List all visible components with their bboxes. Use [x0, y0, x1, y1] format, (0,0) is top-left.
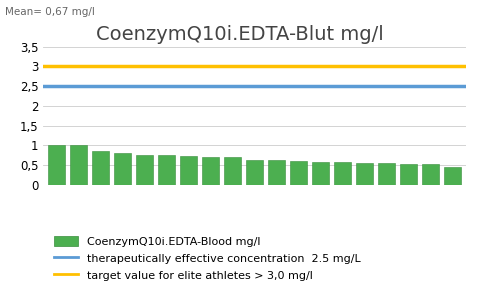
Bar	[334, 162, 351, 185]
Legend: CoenzymQ10i.EDTA-Blood mg/l, therapeutically effective concentration  2.5 mg/L, : CoenzymQ10i.EDTA-Blood mg/l, therapeutic…	[54, 236, 360, 281]
Bar	[136, 155, 153, 185]
Bar	[290, 161, 307, 185]
Bar	[180, 156, 197, 185]
Bar	[444, 167, 461, 185]
Text: CoenzymQ10i.EDTA-Blut mg/l: CoenzymQ10i.EDTA-Blut mg/l	[96, 25, 384, 44]
Bar	[378, 163, 395, 185]
Text: Mean= 0,67 mg/l: Mean= 0,67 mg/l	[5, 7, 95, 17]
Bar	[312, 162, 329, 185]
Bar	[92, 151, 108, 185]
Bar	[158, 155, 175, 185]
Bar	[48, 145, 65, 185]
Bar	[70, 145, 87, 185]
Bar	[268, 160, 285, 185]
Bar	[202, 157, 219, 185]
Bar	[400, 164, 417, 185]
Bar	[114, 153, 131, 185]
Bar	[422, 164, 439, 185]
Bar	[224, 157, 240, 185]
Bar	[246, 160, 263, 185]
Bar	[356, 163, 372, 185]
